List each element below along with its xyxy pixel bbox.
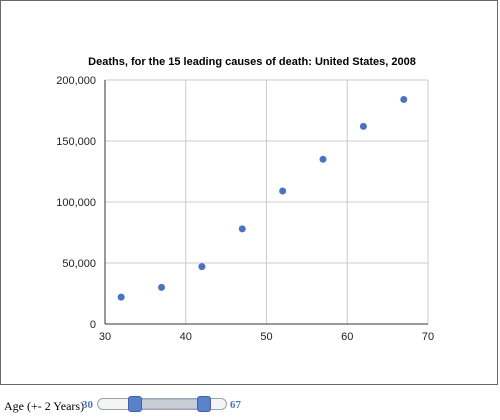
x-tick-label: 60 — [341, 331, 353, 343]
scatter-point — [279, 187, 287, 195]
y-tick-label: 100,000 — [56, 197, 96, 209]
range-max-value: 67 — [230, 399, 241, 411]
scatter-point — [359, 122, 367, 130]
chart-title: Deaths, for the 15 leading causes of dea… — [88, 56, 416, 68]
scatter-point — [117, 293, 125, 301]
tick-labels: 30 40 50 60 70 0 50,000 100,000 150,000 200,000 — [56, 75, 434, 343]
x-tick-label: 40 — [180, 331, 192, 343]
range-slider-max-thumb[interactable] — [197, 396, 211, 412]
scatter-point — [158, 283, 166, 291]
range-slider-selection — [135, 399, 204, 409]
range-min-value: 30 — [82, 399, 93, 411]
y-tick-label: 0 — [90, 319, 96, 331]
scatter-point — [400, 96, 408, 104]
range-slider-min-thumb[interactable] — [128, 396, 142, 412]
scatter-point — [238, 225, 246, 233]
axes — [104, 80, 428, 325]
y-tick-label: 150,000 — [56, 136, 96, 148]
data-points — [117, 96, 408, 301]
age-range-label: Age (+- 2 Years) — [4, 399, 85, 413]
range-slider-track[interactable] — [97, 396, 227, 412]
scatter-chart: Deaths, for the 15 leading causes of dea… — [56, 56, 434, 343]
y-tick-label: 200,000 — [56, 75, 96, 87]
y-tick-label: 50,000 — [62, 258, 96, 270]
chart-container: Deaths, for the 15 leading causes of dea… — [0, 0, 498, 385]
grid-lines — [105, 79, 429, 324]
x-tick-label: 50 — [260, 331, 272, 343]
scatter-point — [319, 155, 327, 163]
x-tick-label: 30 — [99, 331, 111, 343]
scatter-point — [198, 263, 206, 271]
x-tick-label: 70 — [422, 331, 434, 343]
age-range-control: Age (+- 2 Years) 30 67 — [0, 396, 500, 416]
